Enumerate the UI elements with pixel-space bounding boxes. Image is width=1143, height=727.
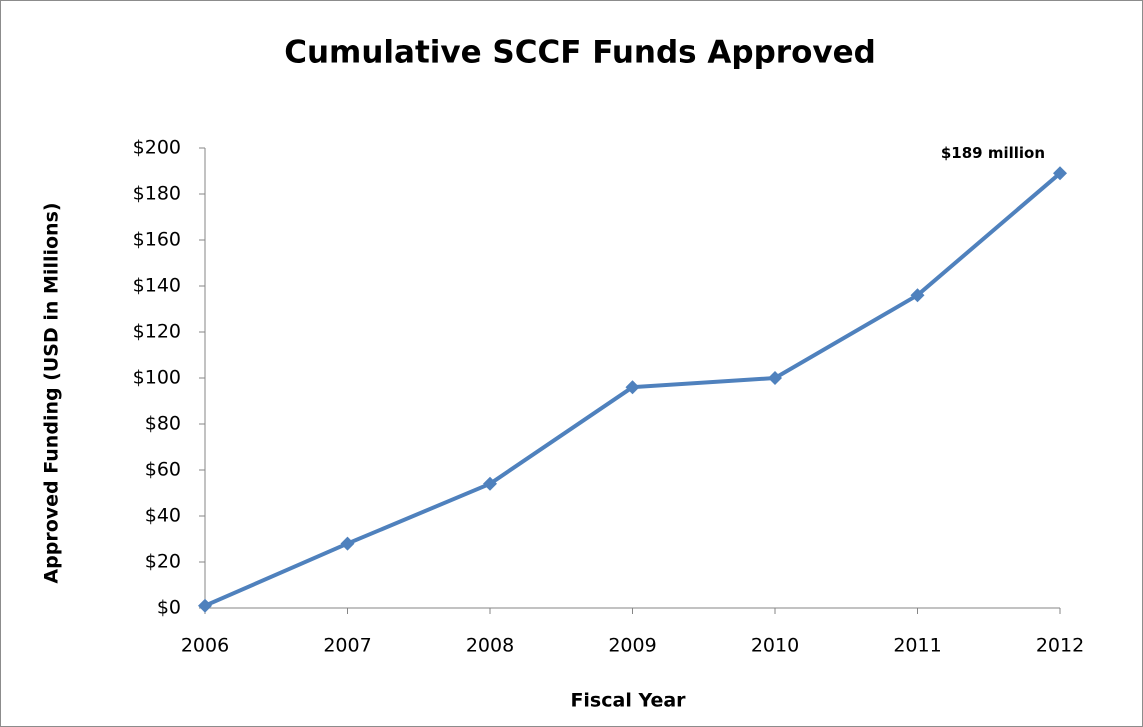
series-marker xyxy=(768,371,782,385)
data-label: $189 million xyxy=(941,144,1045,162)
y-tick-label: $0 xyxy=(157,597,181,619)
y-tick-label: $60 xyxy=(145,459,181,481)
chart-title: Cumulative SCCF Funds Approved xyxy=(284,35,876,71)
y-tick-label: $40 xyxy=(145,505,181,527)
x-tick-label: 2008 xyxy=(466,635,514,657)
series-marker xyxy=(1053,166,1067,181)
y-tick-label: $140 xyxy=(133,275,181,297)
x-tick-label: 2009 xyxy=(608,635,656,657)
x-tick-label: 2010 xyxy=(751,635,799,657)
series-marker xyxy=(910,288,925,303)
x-axis-label: Fiscal Year xyxy=(570,690,686,712)
y-tick-label: $100 xyxy=(133,367,181,389)
series-marker xyxy=(625,380,640,395)
x-tick-label: 2012 xyxy=(1036,635,1084,657)
y-tick-label: $180 xyxy=(133,183,181,205)
x-tick-label: 2011 xyxy=(893,635,941,657)
y-tick-label: $80 xyxy=(145,413,181,435)
y-tick-label: $200 xyxy=(133,137,181,159)
y-tick-label: $160 xyxy=(133,229,181,251)
x-tick-label: 2006 xyxy=(181,635,229,657)
y-axis-label: Approved Funding (USD in Millions) xyxy=(41,202,63,583)
series-marker xyxy=(340,536,355,551)
x-tick-label: 2007 xyxy=(323,635,371,657)
series-marker xyxy=(198,598,212,613)
series-marker xyxy=(483,476,497,491)
y-tick-label: $20 xyxy=(145,551,181,573)
y-tick-label: $120 xyxy=(133,321,181,343)
